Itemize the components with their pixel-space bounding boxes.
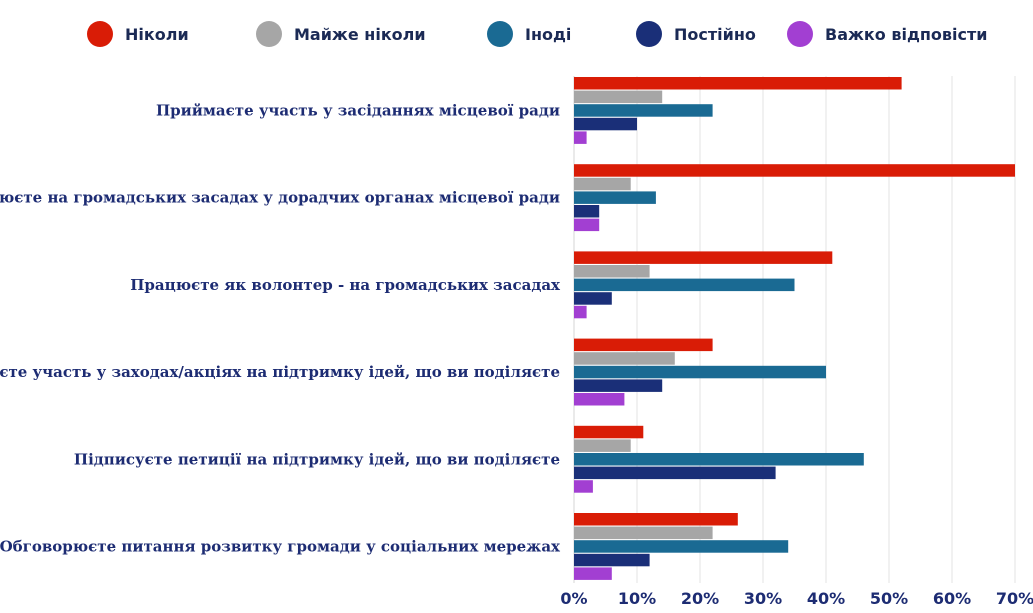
bar <box>574 338 713 352</box>
category-labels: Приймаєте участь у засіданнях місцевої р… <box>0 101 561 555</box>
bar <box>574 466 776 480</box>
bar <box>574 480 593 493</box>
bar <box>574 251 833 264</box>
x-tick-label: 10% <box>618 589 656 608</box>
bar <box>574 567 612 580</box>
legend-label: Ніколи <box>125 25 189 44</box>
bar <box>574 553 650 567</box>
bar <box>574 292 612 305</box>
category-label: Підписуєте петиції на підтримку ідей, що… <box>74 450 560 468</box>
bar <box>574 177 631 191</box>
legend-label: Постійно <box>674 25 756 44</box>
bar <box>574 117 637 131</box>
category-label: Обговорюєте питання розвитку громади у с… <box>0 537 561 555</box>
bar <box>574 131 587 144</box>
x-tick-label: 70% <box>996 589 1033 608</box>
bar <box>574 439 631 452</box>
bar <box>574 513 738 526</box>
bar <box>574 90 663 104</box>
x-tick-label: 50% <box>870 589 908 608</box>
bar <box>574 104 713 117</box>
category-label: Приймаєте участь у засіданнях місцевої р… <box>156 101 560 119</box>
bar <box>574 379 663 392</box>
legend-marker <box>87 21 113 47</box>
bar <box>574 205 600 218</box>
category-label: Приймаєте участь у заходах/акціях на під… <box>0 363 560 381</box>
bar <box>574 425 644 439</box>
legend-label: Важко відповісти <box>825 25 988 44</box>
x-tick-label: 60% <box>933 589 971 608</box>
bar <box>574 453 864 466</box>
x-tick-label: 20% <box>681 589 719 608</box>
x-tick-label: 40% <box>807 589 845 608</box>
gridlines <box>573 76 1016 583</box>
legend-marker <box>487 21 513 47</box>
legend-marker <box>636 21 662 47</box>
legend-label: Іноді <box>525 25 571 44</box>
bar <box>574 218 600 232</box>
bar <box>574 191 656 204</box>
bar <box>574 393 625 406</box>
legend: Ніколи Майже ніколи Іноді Постійно Важко від… <box>87 21 988 47</box>
category-label: Працюєте як волонтер - на громадських за… <box>130 276 561 294</box>
bar <box>574 540 789 553</box>
category-label: Працюєте на громадських засадах у дорадч… <box>0 189 560 207</box>
legend-marker <box>256 21 282 47</box>
x-axis-ticks: 0% 10% 20% 30% 40% 50% 60% 70% <box>560 589 1033 608</box>
bar <box>574 305 587 319</box>
x-tick-label: 30% <box>744 589 782 608</box>
bars <box>574 77 1015 580</box>
legend-marker <box>787 21 813 47</box>
bar <box>574 164 1015 177</box>
legend-label: Майже ніколи <box>294 25 426 44</box>
x-tick-label: 0% <box>560 589 587 608</box>
bar <box>574 278 795 292</box>
bar <box>574 265 650 278</box>
bar <box>574 352 675 365</box>
bar <box>574 365 826 379</box>
bar <box>574 77 902 90</box>
bar <box>574 526 713 540</box>
